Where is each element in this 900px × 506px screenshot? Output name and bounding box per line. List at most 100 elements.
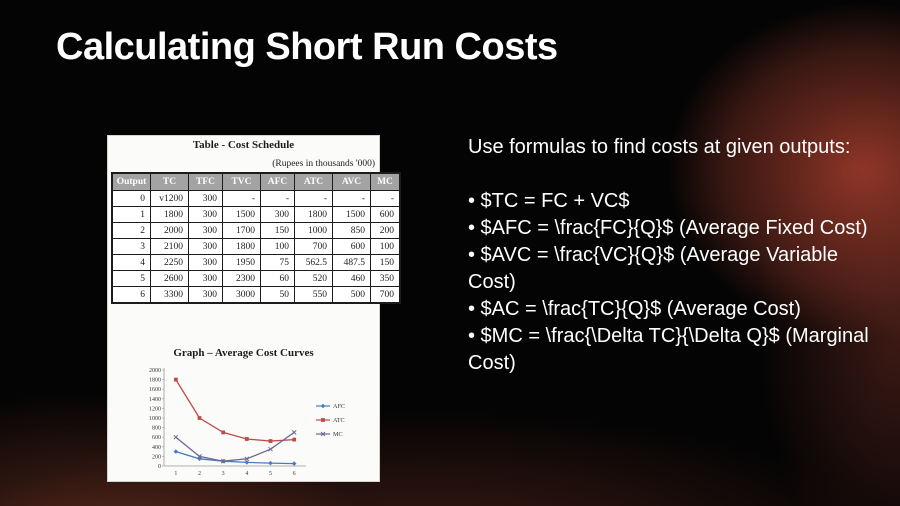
- table-cell: 1000: [294, 222, 333, 239]
- intro-text: Use formulas to find costs at given outp…: [468, 136, 851, 158]
- x-tick-label: 5: [269, 471, 272, 477]
- y-tick-label: 600: [152, 435, 161, 441]
- table-cell: 200: [370, 222, 401, 239]
- cost-table: Output TC TFC TVC AFC ATC AVC MC 0 v1200 300- - - - -1…: [111, 172, 401, 304]
- table-cell: 550: [294, 286, 333, 304]
- table-cell: 4: [111, 254, 151, 271]
- series-marker: [173, 449, 179, 454]
- column-header: MC: [370, 172, 401, 191]
- table-cell: 1800: [150, 206, 189, 223]
- table-row: 6 3300 300 3000 50 550 500 700: [111, 286, 401, 304]
- series-marker: [320, 431, 326, 437]
- column-header: TVC: [222, 172, 261, 191]
- series-marker: [173, 434, 179, 440]
- table-row: 3 2100 300 1800 100 700 600 100: [111, 238, 401, 255]
- table-cell: 100: [260, 238, 295, 255]
- series-marker: [292, 437, 297, 442]
- table-cell: 1: [111, 206, 151, 223]
- table-cell: -: [222, 190, 261, 207]
- table-header-row: Output TC TFC TVC AFC ATC AVC MC: [111, 172, 401, 191]
- y-tick-label: 800: [152, 426, 161, 432]
- series-marker: [291, 430, 297, 435]
- table-cell: 0: [111, 190, 151, 207]
- series-line-mc: [175, 431, 295, 462]
- table-cell: 2000: [150, 222, 189, 239]
- table-cell: 520: [294, 270, 333, 287]
- x-tick-label: 6: [293, 471, 296, 477]
- column-header: ATC: [294, 172, 333, 191]
- table-row: 1 1800 300 1500 300 1800 1500 600: [111, 206, 401, 223]
- y-tick-label: 0: [158, 464, 161, 470]
- table-cell: 2100: [150, 238, 189, 255]
- table-cell: 300: [260, 206, 295, 223]
- formula-bullet: • $MC = \frac{\Delta TC}{\Delta Q}$ (Mar…: [468, 325, 869, 374]
- table-units-note: (Rupees in thousands '000): [272, 159, 375, 169]
- series-marker: [321, 418, 325, 422]
- table-cell: 2: [111, 222, 151, 239]
- chart-container: 0 200 400 600 800 1000 1200 1400 1600 1800 2000 1 2 3…: [136, 362, 356, 487]
- x-tick-label: 4: [245, 471, 248, 477]
- y-tick-label: 1600: [149, 387, 161, 393]
- series-marker: [197, 454, 202, 459]
- table-cell: 300: [188, 286, 223, 304]
- table-row: 4 2250 300 1950 75 562.5 487.5 150: [111, 254, 401, 271]
- table-cell: 350: [370, 270, 401, 287]
- table-cell: 3300: [150, 286, 189, 304]
- y-tick-label: 200: [152, 454, 161, 460]
- y-tick-label: 1400: [149, 397, 161, 403]
- table-cell: 2600: [150, 270, 189, 287]
- table-cell: 3: [111, 238, 151, 255]
- slide-title: Calculating Short Run Costs: [56, 26, 558, 68]
- y-tick-label: 1000: [149, 416, 161, 422]
- series-marker: [268, 460, 273, 466]
- table-cell: 600: [370, 206, 401, 223]
- table-cell: -: [294, 190, 333, 207]
- table-cell: 700: [370, 286, 401, 304]
- table-cell: 1500: [332, 206, 371, 223]
- column-header: AVC: [332, 172, 371, 191]
- formula-bullet: • $AFC = \frac{FC}{Q}$ (Average Fixed Co…: [468, 217, 868, 239]
- table-cell: -: [370, 190, 401, 207]
- table-cell: 150: [370, 254, 401, 271]
- series-marker: [291, 461, 297, 466]
- table-cell: 300: [188, 254, 223, 271]
- series-line-afc: [175, 450, 295, 465]
- table-row: 0 v1200 300- - - - -: [111, 190, 401, 207]
- table-cell: 3000: [222, 286, 261, 304]
- table-cell: 1950: [222, 254, 261, 271]
- table-cell: 700: [294, 238, 333, 255]
- series-marker: [197, 416, 202, 420]
- exhibit-panel: Table - Cost Schedule (Rupees in thousan…: [107, 135, 401, 482]
- table-cell: 300: [188, 238, 223, 255]
- table-cell: 6: [111, 286, 151, 304]
- table-cell: 300: [188, 190, 223, 207]
- cost-curves-chart: 0 200 400 600 800 1000 1200 1400 1600 1800 2000 1 2 3…: [149, 368, 345, 477]
- table-cell: 1500: [222, 206, 261, 223]
- table-cell: 460: [332, 270, 371, 287]
- legend-label: MC: [333, 431, 343, 438]
- formula-bullet: • $AVC = \frac{VC}{Q}$ (Average Variable…: [468, 244, 838, 293]
- y-tick-label: 1200: [149, 406, 161, 412]
- table-cell: 487.5: [332, 254, 371, 271]
- table-cell: -: [260, 190, 295, 207]
- series-marker: [173, 377, 178, 382]
- legend-label: ATC: [333, 417, 345, 424]
- table-row: 5 2600 300 2300 60 520 460 350: [111, 270, 401, 287]
- series-marker: [244, 437, 249, 441]
- table-cell: 60: [260, 270, 295, 287]
- table-title: Table - Cost Schedule: [192, 139, 295, 151]
- chart-title: Graph – Average Cost Curves: [173, 347, 314, 359]
- series-marker: [268, 439, 273, 443]
- column-header: TFC: [188, 172, 223, 191]
- series-line-atc: [175, 379, 295, 442]
- table-cell: 300: [188, 222, 223, 239]
- table-cell: 1800: [222, 238, 261, 255]
- table-cell: 300: [188, 206, 223, 223]
- formula-bullet: • $AC = \frac{TC}{Q}$ (Average Cost): [468, 298, 801, 320]
- table-cell: 850: [332, 222, 371, 239]
- series-marker: [320, 403, 326, 409]
- table-cell: 150: [260, 222, 295, 239]
- legend-label: AFC: [333, 403, 345, 410]
- table-cell: 75: [260, 254, 295, 271]
- table-cell: 50: [260, 286, 295, 304]
